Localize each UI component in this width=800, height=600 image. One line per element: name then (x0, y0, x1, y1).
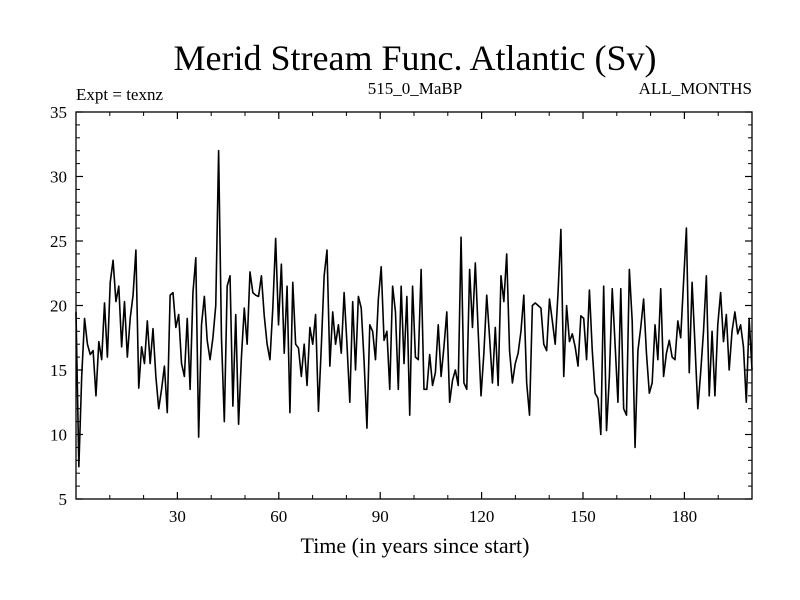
x-tick-label: 30 (169, 507, 186, 526)
y-tick-label: 30 (50, 168, 67, 187)
subtitle-left: Expt = texnz (76, 85, 163, 104)
x-tick-label: 150 (570, 507, 596, 526)
plot-area: 5 10 15 20 25 30 35 30 60 90 120 150 180 (50, 103, 753, 526)
chart-title: Merid Stream Func. Atlantic (Sv) (174, 38, 657, 78)
x-tick-label: 180 (672, 507, 698, 526)
x-tick-label: 60 (270, 507, 287, 526)
x-tick-label: 90 (372, 507, 389, 526)
x-tick-label: 120 (469, 507, 495, 526)
series-line (75, 149, 753, 468)
y-tick-label: 10 (50, 426, 67, 445)
y-tick-label: 5 (59, 490, 68, 509)
y-tick-label: 20 (50, 297, 67, 316)
subtitle-center: 515_0_MaBP (368, 79, 462, 98)
y-tick-label: 25 (50, 232, 67, 251)
y-tick-label: 15 (50, 361, 67, 380)
y-tick-label: 35 (50, 103, 67, 122)
subtitle-right: ALL_MONTHS (639, 79, 752, 98)
x-axis-label: Time (in years since start) (301, 533, 530, 558)
